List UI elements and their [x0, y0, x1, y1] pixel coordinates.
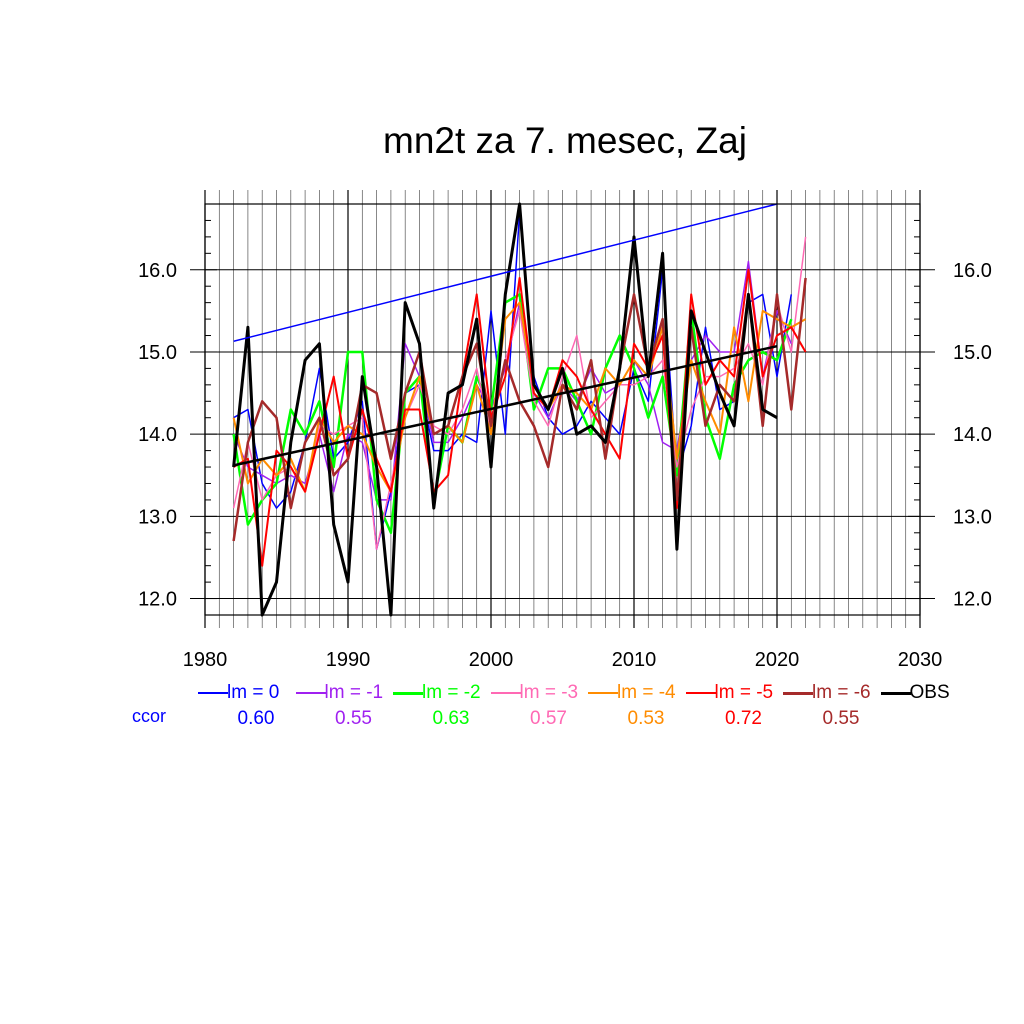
legend-swatch — [393, 692, 423, 695]
ytick-label-right: 16.0 — [953, 260, 992, 282]
legend-item: lm = -5 — [685, 682, 786, 703]
series-line-lm-5 — [233, 268, 807, 567]
xtick-label: 1980 — [183, 649, 228, 671]
legend: lm = 0 lm = -1 lm = -2 lm = -3 lm = -4 lm = -… — [0, 682, 1024, 703]
ytick-label-right: 14.0 — [953, 424, 992, 446]
plot-frame — [204, 203, 921, 616]
legend-item: lm = 0 — [198, 682, 298, 703]
grid-layer — [190, 190, 935, 628]
ccor-label: ccor — [132, 706, 167, 726]
legend-item: OBS — [880, 682, 981, 703]
legend-label: lm = -3 — [519, 682, 579, 703]
ccor-value: 0.53 — [627, 708, 665, 729]
ccor-value: 0.55 — [335, 708, 372, 729]
legend-item: lm = -2 — [393, 682, 493, 703]
series-layer — [232, 202, 807, 617]
ytick-label-right: 12.0 — [953, 589, 992, 611]
legend-label: lm = -6 — [812, 682, 871, 703]
ccor-value: 0.60 — [237, 708, 275, 729]
ytick-label-right: 13.0 — [953, 506, 992, 528]
legend-label: lm = -1 — [324, 682, 384, 703]
ccor-value: 0.57 — [530, 708, 567, 729]
trend-line-obs-trend — [233, 344, 778, 467]
ytick-label-left: 16.0 — [138, 260, 177, 282]
legend-swatch — [198, 692, 228, 694]
ccor-value: 0.63 — [432, 708, 470, 729]
chart-title: mn2t za 7. mesec, Zaj — [383, 120, 747, 161]
ytick-label-left: 12.0 — [138, 589, 177, 611]
legend-label: OBS — [909, 682, 950, 703]
legend-swatch — [295, 692, 326, 694]
ccor-row: ccor 0.60 0.55 0.63 0.57 0.53 0.72 0.55 — [0, 706, 1024, 729]
ccor-value: 0.72 — [725, 708, 762, 729]
series-line-obs — [232, 202, 778, 617]
legend-swatch — [588, 692, 618, 694]
legend-item: lm = -3 — [490, 682, 591, 703]
xtick-label: 2010 — [612, 649, 657, 671]
legend-label: lm = -2 — [422, 682, 481, 703]
legend-swatch — [490, 692, 521, 694]
xtick-label: 2020 — [755, 649, 800, 671]
legend-swatch — [880, 692, 911, 695]
ytick-label-left: 14.0 — [138, 424, 177, 446]
legend-swatch — [783, 692, 813, 695]
axis-layer — [204, 203, 921, 616]
legend-item: lm = -4 — [588, 682, 688, 703]
xtick-label: 2000 — [469, 649, 514, 671]
legend-swatch — [685, 692, 716, 694]
tick-label-layer: 12.0 12.0 13.0 13.0 14.0 14.0 15.0 15.0 16.0 16.0… — [138, 260, 992, 671]
ccor-value: 0.55 — [822, 708, 860, 729]
ytick-label-right: 15.0 — [953, 342, 992, 364]
ytick-label-left: 13.0 — [138, 506, 177, 528]
legend-item: lm = -1 — [295, 682, 396, 703]
legend-label: lm = -5 — [714, 682, 774, 703]
legend-item: lm = -6 — [783, 682, 883, 703]
xtick-label: 1990 — [326, 649, 371, 671]
ytick-label-left: 15.0 — [138, 342, 177, 364]
legend-label: lm = 0 — [227, 682, 280, 703]
xtick-label: 2030 — [898, 649, 943, 671]
legend-label: lm = -4 — [617, 682, 676, 703]
trend-line-lm-0-trend — [233, 203, 778, 343]
